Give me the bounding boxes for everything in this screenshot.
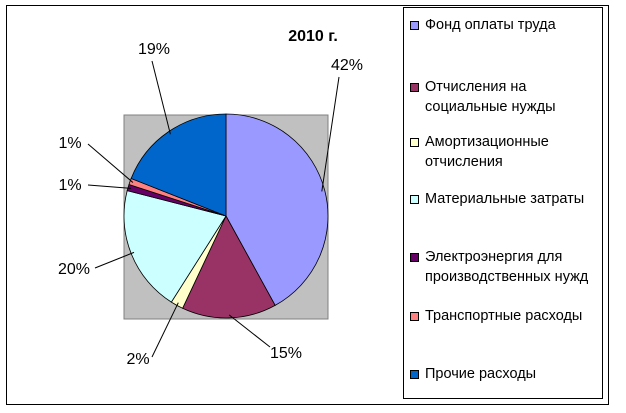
pie-slice xyxy=(182,215,276,319)
legend-swatch xyxy=(410,21,419,30)
leader-line xyxy=(151,60,171,135)
legend: Фонд оплаты труда Отчисления на социальн… xyxy=(403,7,603,399)
leader-line xyxy=(94,251,135,269)
legend-swatch xyxy=(410,312,419,321)
legend-swatch xyxy=(410,253,419,262)
leader-line xyxy=(151,302,179,358)
data-label: 15% xyxy=(270,345,302,362)
leader-line xyxy=(87,184,132,189)
leader-line xyxy=(87,143,134,183)
legend-item: Отчисления на социальные нужды xyxy=(410,77,598,117)
legend-swatch xyxy=(410,195,419,204)
legend-swatch xyxy=(410,370,419,379)
data-label: 20% xyxy=(58,261,90,278)
legend-label: Прочие расходы xyxy=(425,366,537,382)
legend-label: Транспортные расходы xyxy=(425,308,583,324)
pie-slice xyxy=(225,113,329,306)
legend-swatch xyxy=(410,138,419,147)
legend-label: Материальные затраты xyxy=(425,191,585,207)
legend-label: Амортизационные отчисления xyxy=(425,134,549,170)
legend-item: Фонд оплаты труда xyxy=(410,15,598,35)
legend-item: Электроэнергия для производственных нужд xyxy=(410,247,598,287)
chart-title: 2010 г. xyxy=(288,28,338,45)
legend-item: Амортизационные отчисления xyxy=(410,132,598,172)
data-label: 1% xyxy=(58,177,81,194)
leader-line xyxy=(321,76,340,192)
leader-line xyxy=(228,314,271,348)
data-label: 42% xyxy=(331,57,363,74)
data-label: 19% xyxy=(138,41,170,58)
legend-item: Материальные затраты xyxy=(410,189,598,209)
data-label: 2% xyxy=(126,351,149,368)
data-label: 1% xyxy=(58,135,81,152)
legend-label: Отчисления на социальные нужды xyxy=(425,79,556,115)
legend-swatch xyxy=(410,83,419,92)
pie-slice xyxy=(130,113,227,217)
legend-label: Фонд оплаты труда xyxy=(425,17,556,33)
legend-label: Электроэнергия для производственных нужд xyxy=(425,249,589,285)
legend-item: Транспортные расходы xyxy=(410,306,598,326)
legend-item: Прочие расходы xyxy=(410,364,598,384)
